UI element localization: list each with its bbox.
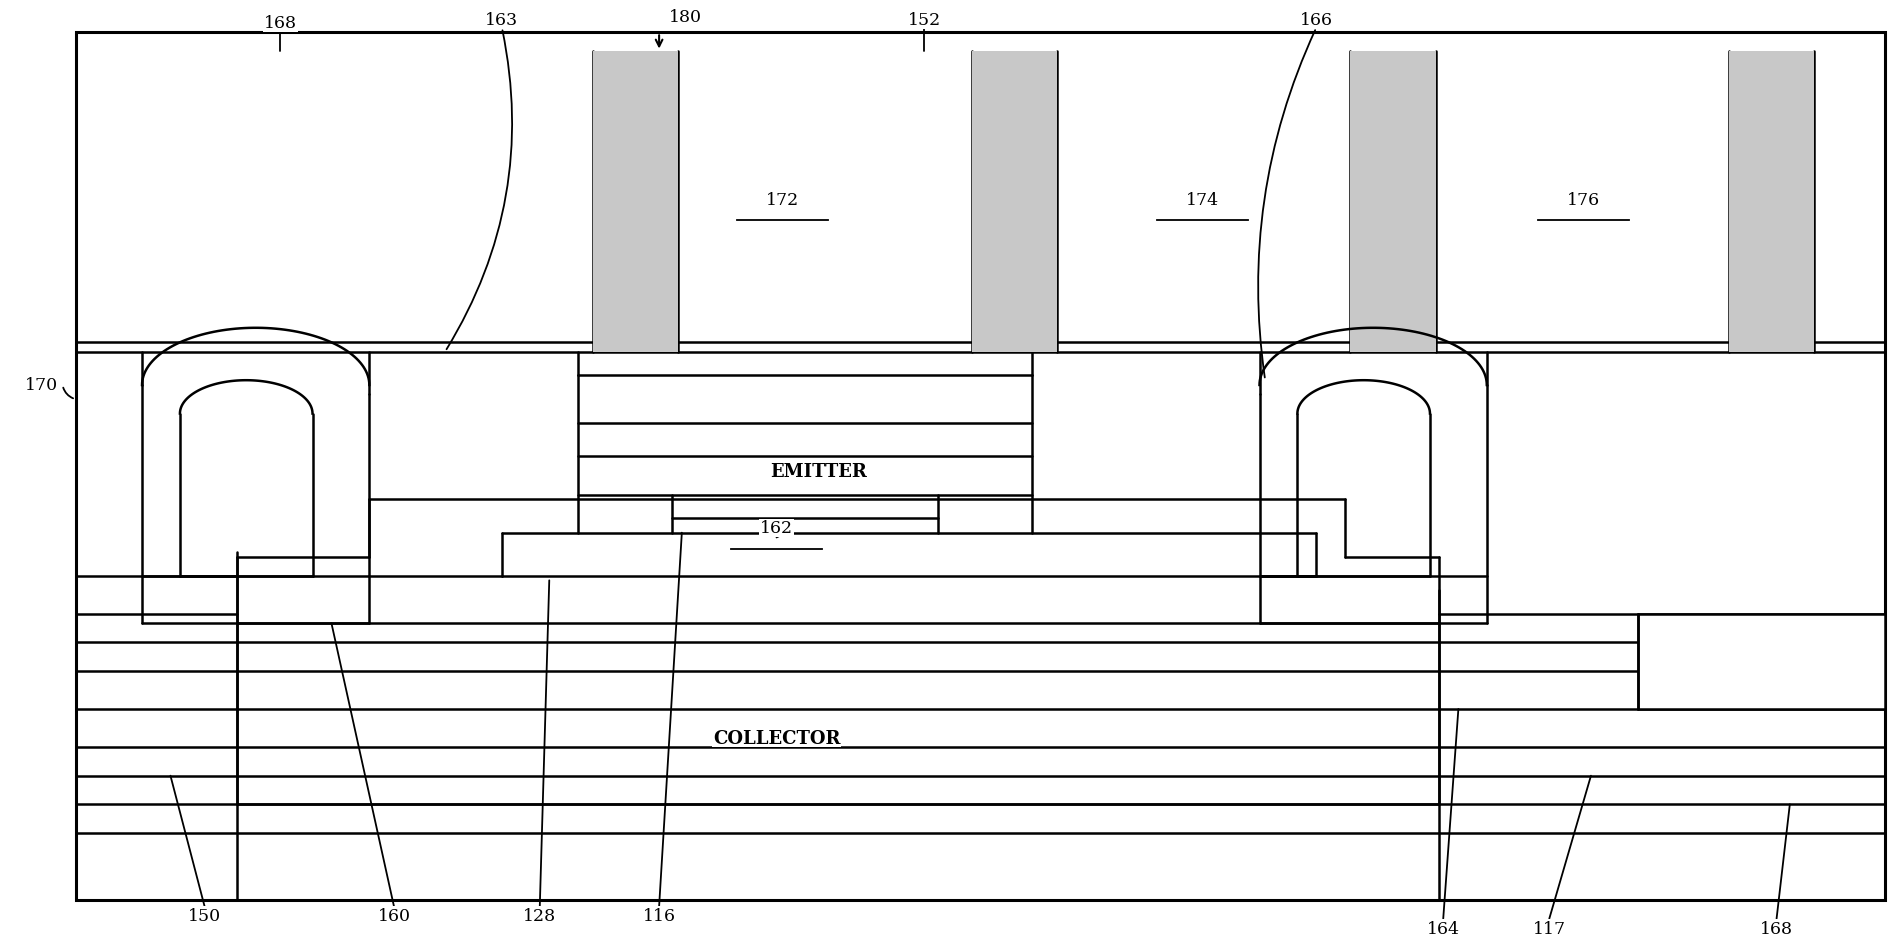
Text: COLLECTOR: COLLECTOR (712, 729, 841, 746)
Text: 152: 152 (907, 12, 941, 30)
Bar (593, 52, 678, 352)
Text: 170: 170 (25, 377, 59, 394)
Text: 116: 116 (642, 907, 676, 924)
Text: 166: 166 (1299, 12, 1333, 30)
Text: 162: 162 (759, 520, 794, 537)
Text: 128: 128 (523, 907, 557, 924)
Text: 160: 160 (377, 907, 411, 924)
Text: 176: 176 (1566, 191, 1600, 208)
Text: 174: 174 (1186, 191, 1220, 208)
Text: EMITTER: EMITTER (769, 463, 867, 480)
Bar (972, 52, 1057, 352)
Text: 164: 164 (1426, 920, 1460, 937)
Text: 180: 180 (669, 9, 703, 26)
Bar (1729, 52, 1814, 352)
Text: 172: 172 (765, 191, 799, 208)
Text: 117: 117 (1532, 920, 1566, 937)
Text: 163: 163 (485, 12, 519, 30)
Bar (1350, 52, 1436, 352)
Text: 150: 150 (188, 907, 222, 924)
Bar (1638, 614, 1885, 709)
Text: 168: 168 (1760, 920, 1794, 937)
Text: 168: 168 (263, 15, 297, 32)
